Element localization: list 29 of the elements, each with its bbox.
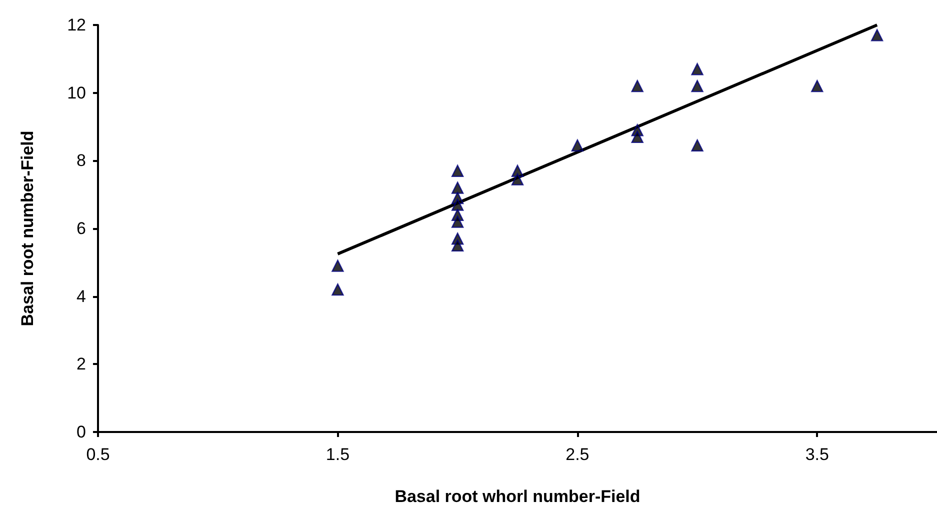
point bbox=[691, 62, 704, 76]
point bbox=[571, 139, 584, 152]
point bbox=[451, 239, 464, 252]
y-axis-title: Basal root number-Field bbox=[18, 130, 37, 326]
point bbox=[511, 173, 524, 186]
point bbox=[870, 29, 884, 42]
y-tick-label: 6 bbox=[76, 219, 86, 238]
y-tick-label: 10 bbox=[67, 83, 86, 102]
x-tick-label: 2.5 bbox=[566, 445, 590, 464]
point bbox=[691, 80, 704, 92]
point bbox=[631, 130, 644, 144]
x-tick-label: 1.5 bbox=[326, 445, 350, 464]
x-tick-label: 3.5 bbox=[805, 445, 829, 464]
x-axis-title: Basal root whorl number-Field bbox=[394, 487, 640, 506]
y-tick-label: 0 bbox=[76, 422, 86, 442]
point bbox=[631, 80, 644, 92]
point bbox=[451, 182, 464, 194]
point bbox=[451, 164, 464, 177]
x-tick-label: 0.5 bbox=[86, 445, 110, 464]
point bbox=[332, 260, 344, 272]
point bbox=[451, 198, 464, 211]
y-tick-label: 2 bbox=[76, 354, 86, 374]
y-tick-label: 12 bbox=[67, 16, 86, 34]
y-tick-label: 4 bbox=[76, 286, 86, 306]
point bbox=[691, 139, 704, 152]
point bbox=[451, 216, 464, 228]
point bbox=[332, 283, 344, 296]
y-tick-label: 8 bbox=[76, 151, 86, 170]
point bbox=[811, 80, 824, 92]
